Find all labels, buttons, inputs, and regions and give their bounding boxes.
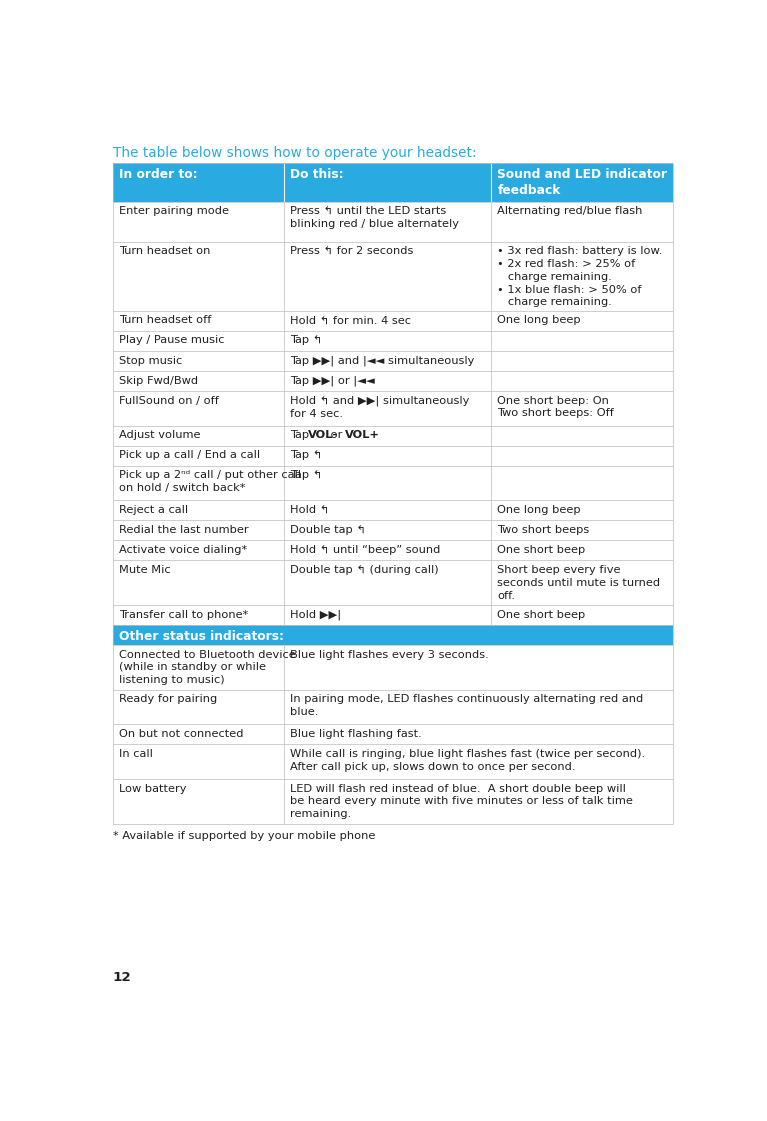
Bar: [113, 241, 673, 311]
Text: Redial the last number: Redial the last number: [119, 525, 249, 535]
Text: The table below shows how to operate your headset:: The table below shows how to operate you…: [113, 146, 476, 160]
Text: VOL-: VOL-: [308, 430, 338, 441]
Text: Press ↰ for 2 seconds: Press ↰ for 2 seconds: [290, 247, 413, 257]
Text: Do this:: Do this:: [290, 168, 344, 180]
Text: Play / Pause music: Play / Pause music: [119, 335, 225, 345]
Text: Double tap ↰ (during call): Double tap ↰ (during call): [290, 565, 439, 575]
Text: One short beep: On
Two short beeps: Off: One short beep: On Two short beeps: Off: [497, 396, 614, 418]
Text: Pick up a call / End a call: Pick up a call / End a call: [119, 451, 260, 461]
Text: Tap: Tap: [290, 430, 313, 441]
Text: Hold ↰ for min. 4 sec: Hold ↰ for min. 4 sec: [290, 315, 411, 325]
Text: In pairing mode, LED flashes continuously alternating red and
blue.: In pairing mode, LED flashes continuousl…: [290, 694, 644, 717]
Text: Hold ↰: Hold ↰: [290, 504, 329, 515]
Text: Two short beeps: Two short beeps: [497, 525, 590, 535]
Text: • 3x red flash: battery is low.
• 2x red flash: > 25% of
   charge remaining.
• : • 3x red flash: battery is low. • 2x red…: [497, 247, 663, 307]
Text: * Available if supported by your mobile phone: * Available if supported by your mobile …: [113, 832, 375, 842]
Text: Press ↰ until the LED starts
blinking red / blue alternately: Press ↰ until the LED starts blinking re…: [290, 206, 459, 229]
Bar: [113, 446, 673, 465]
Text: Tap ▶▶| and |◄◄ simultaneously: Tap ▶▶| and |◄◄ simultaneously: [290, 355, 475, 367]
Text: In order to:: In order to:: [119, 168, 198, 180]
Bar: [113, 202, 673, 241]
Bar: [113, 331, 673, 351]
Bar: [113, 626, 673, 645]
Text: Hold ↰ and ▶▶| simultaneously
for 4 sec.: Hold ↰ and ▶▶| simultaneously for 4 sec.: [290, 396, 469, 419]
Text: Adjust volume: Adjust volume: [119, 430, 201, 441]
Text: Skip Fwd/Bwd: Skip Fwd/Bwd: [119, 376, 198, 386]
Bar: [113, 520, 673, 540]
Text: FullSound on / off: FullSound on / off: [119, 396, 219, 406]
Bar: [113, 351, 673, 371]
Bar: [113, 371, 673, 391]
Text: One long beep: One long beep: [497, 315, 581, 325]
Text: Double tap ↰: Double tap ↰: [290, 525, 366, 535]
Text: Tap ↰: Tap ↰: [290, 470, 322, 480]
Text: Hold ▶▶|: Hold ▶▶|: [290, 610, 341, 620]
Text: Mute Mic: Mute Mic: [119, 565, 171, 575]
Bar: [113, 540, 673, 560]
Bar: [113, 645, 673, 689]
Text: One short beep: One short beep: [497, 610, 585, 620]
Bar: [113, 744, 673, 779]
Text: Pick up a 2ⁿᵈ call / put other call
on hold / switch back*: Pick up a 2ⁿᵈ call / put other call on h…: [119, 470, 301, 493]
Text: Ready for pairing: Ready for pairing: [119, 694, 217, 704]
Bar: [113, 689, 673, 724]
Text: Reject a call: Reject a call: [119, 504, 188, 515]
Text: Turn headset on: Turn headset on: [119, 247, 210, 257]
Bar: [113, 500, 673, 520]
Bar: [113, 724, 673, 744]
Text: Stop music: Stop music: [119, 355, 183, 365]
Bar: [113, 465, 673, 500]
Text: One long beep: One long beep: [497, 504, 581, 515]
Text: Activate voice dialing*: Activate voice dialing*: [119, 545, 247, 555]
Text: In call: In call: [119, 749, 153, 759]
Text: Tap ↰: Tap ↰: [290, 335, 322, 345]
Bar: [113, 163, 673, 202]
Text: Other status indicators:: Other status indicators:: [119, 630, 284, 642]
Text: Turn headset off: Turn headset off: [119, 315, 212, 325]
Text: Transfer call to phone*: Transfer call to phone*: [119, 610, 249, 620]
Bar: [113, 605, 673, 626]
Text: Enter pairing mode: Enter pairing mode: [119, 206, 229, 216]
Text: Connected to Bluetooth device
(while in standby or while
listening to music): Connected to Bluetooth device (while in …: [119, 650, 296, 685]
Bar: [113, 779, 673, 824]
Text: 12: 12: [113, 971, 132, 984]
Bar: [113, 391, 673, 426]
Text: While call is ringing, blue light flashes fast (twice per second).
After call pi: While call is ringing, blue light flashe…: [290, 749, 645, 771]
Text: LED will flash red instead of blue.  A short double beep will
be heard every min: LED will flash red instead of blue. A sh…: [290, 784, 633, 819]
Text: Tap ↰: Tap ↰: [290, 451, 322, 461]
Text: Low battery: Low battery: [119, 784, 186, 794]
Text: Blue light flashing fast.: Blue light flashing fast.: [290, 729, 422, 739]
Text: Short beep every five
seconds until mute is turned
off.: Short beep every five seconds until mute…: [497, 565, 660, 601]
Text: One short beep: One short beep: [497, 545, 585, 555]
Text: Alternating red/blue flash: Alternating red/blue flash: [497, 206, 643, 216]
Text: Sound and LED indicator
feedback: Sound and LED indicator feedback: [497, 168, 667, 197]
Text: Hold ↰ until “beep” sound: Hold ↰ until “beep” sound: [290, 545, 440, 555]
Text: or: or: [327, 430, 346, 441]
Text: Blue light flashes every 3 seconds.: Blue light flashes every 3 seconds.: [290, 650, 489, 659]
Bar: [113, 311, 673, 331]
Text: On but not connected: On but not connected: [119, 729, 244, 739]
Text: VOL+: VOL+: [345, 430, 380, 441]
Text: Tap ▶▶| or |◄◄: Tap ▶▶| or |◄◄: [290, 376, 375, 386]
Bar: [113, 560, 673, 605]
Bar: [113, 426, 673, 446]
